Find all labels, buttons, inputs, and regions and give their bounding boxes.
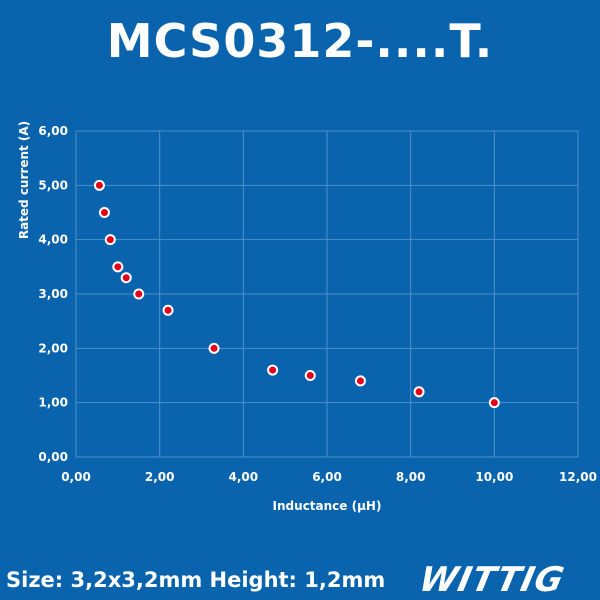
page-title: MCS0312-....T. <box>106 14 494 68</box>
grid-lines <box>75 130 579 458</box>
x-tick-label: 4,00 <box>229 470 259 484</box>
x-axis-label: Inductance (µH) <box>273 499 382 513</box>
x-tick-label: 6,00 <box>312 470 342 484</box>
data-point <box>98 207 110 218</box>
data-point <box>354 375 366 387</box>
data-point <box>488 397 500 409</box>
y-tick-labels: 0,00 1,00 2,00 3,00 4,00 5,00 6,00 <box>38 124 68 464</box>
spec-footer: Size: 3,2x3,2mm Height: 1,2mm <box>6 568 386 592</box>
data-point <box>112 261 124 273</box>
data-points <box>93 179 500 409</box>
data-point <box>304 370 316 381</box>
data-point <box>162 304 174 316</box>
data-point <box>208 342 220 354</box>
brand-logo: WITTIG <box>415 560 569 600</box>
x-tick-label: 2,00 <box>145 470 175 484</box>
x-tick-label: 10,00 <box>475 470 513 484</box>
x-tick-label: 0,00 <box>61 470 91 484</box>
x-tick-labels: 0,00 2,00 4,00 6,00 8,00 10,00 12,00 <box>61 470 597 484</box>
data-point <box>133 288 145 300</box>
y-tick-label: 3,00 <box>38 287 68 301</box>
y-tick-label: 5,00 <box>38 178 68 192</box>
y-tick-label: 0,00 <box>38 450 68 464</box>
data-point <box>93 179 105 191</box>
data-point <box>120 272 132 284</box>
data-point <box>104 234 116 246</box>
scatter-chart: 0,00 1,00 2,00 3,00 4,00 5,00 6,00 0,00 2,00 4,0… <box>17 121 597 513</box>
y-tick-label: 4,00 <box>38 233 68 247</box>
x-tick-label: 8,00 <box>396 470 426 484</box>
x-tick-label: 12,00 <box>559 470 597 484</box>
data-point <box>413 386 425 398</box>
y-axis-label: Rated current (A) <box>17 121 31 239</box>
y-tick-label: 2,00 <box>38 341 68 355</box>
data-point <box>267 364 279 376</box>
y-tick-label: 1,00 <box>38 396 68 410</box>
y-tick-label: 6,00 <box>38 124 68 138</box>
